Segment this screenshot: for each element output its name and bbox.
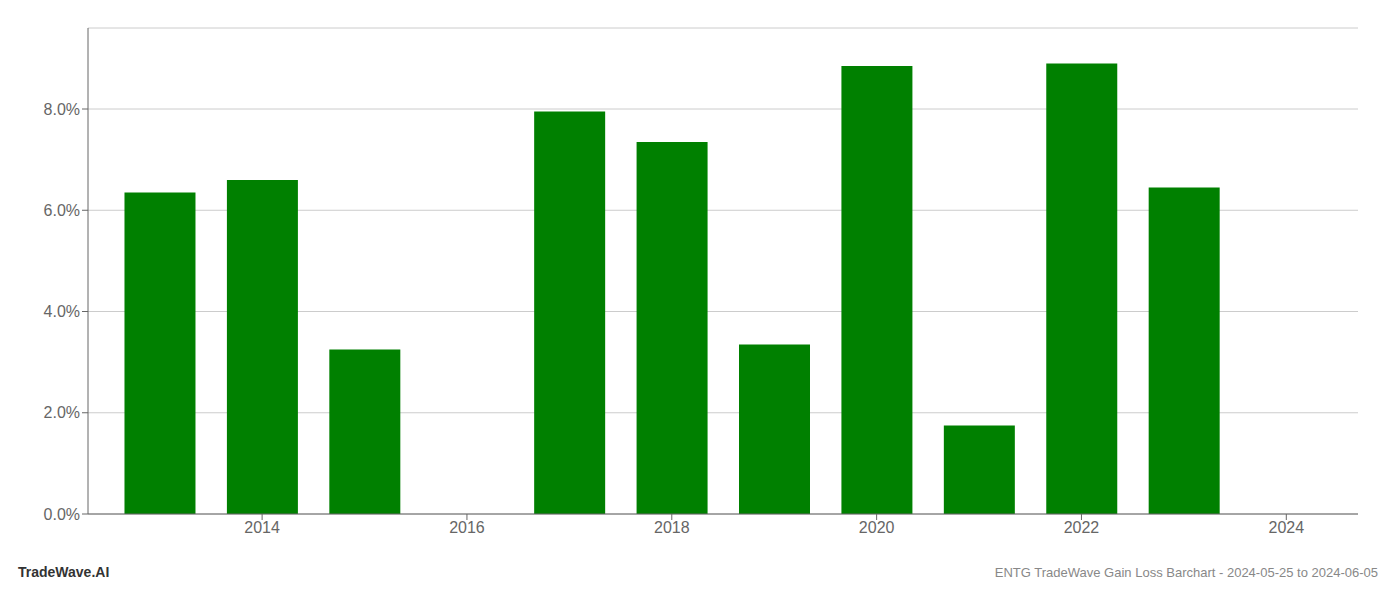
- svg-text:2016: 2016: [449, 519, 485, 536]
- html-text:ENTG TradeWave Gain Loss Barch: ENTG TradeWave Gain Loss Barchart - 2024…: [994, 565, 1378, 580]
- svg-text:2.0%: 2.0%: [44, 404, 80, 421]
- svg-text:2018: 2018: [654, 519, 690, 536]
- svg-text:6.0%: 6.0%: [44, 202, 80, 219]
- svg-text:0.0%: 0.0%: [44, 506, 80, 523]
- svg-text:4.0%: 4.0%: [44, 303, 80, 320]
- svg-text:2022: 2022: [1064, 519, 1100, 536]
- svg-text:8.0%: 8.0%: [44, 101, 80, 118]
- svg-text:2024: 2024: [1269, 519, 1305, 536]
- svg-text:2014: 2014: [244, 519, 280, 536]
- svg-text:2020: 2020: [859, 519, 895, 536]
- html-text:TradeWave.AI: TradeWave.AI: [18, 564, 110, 580]
